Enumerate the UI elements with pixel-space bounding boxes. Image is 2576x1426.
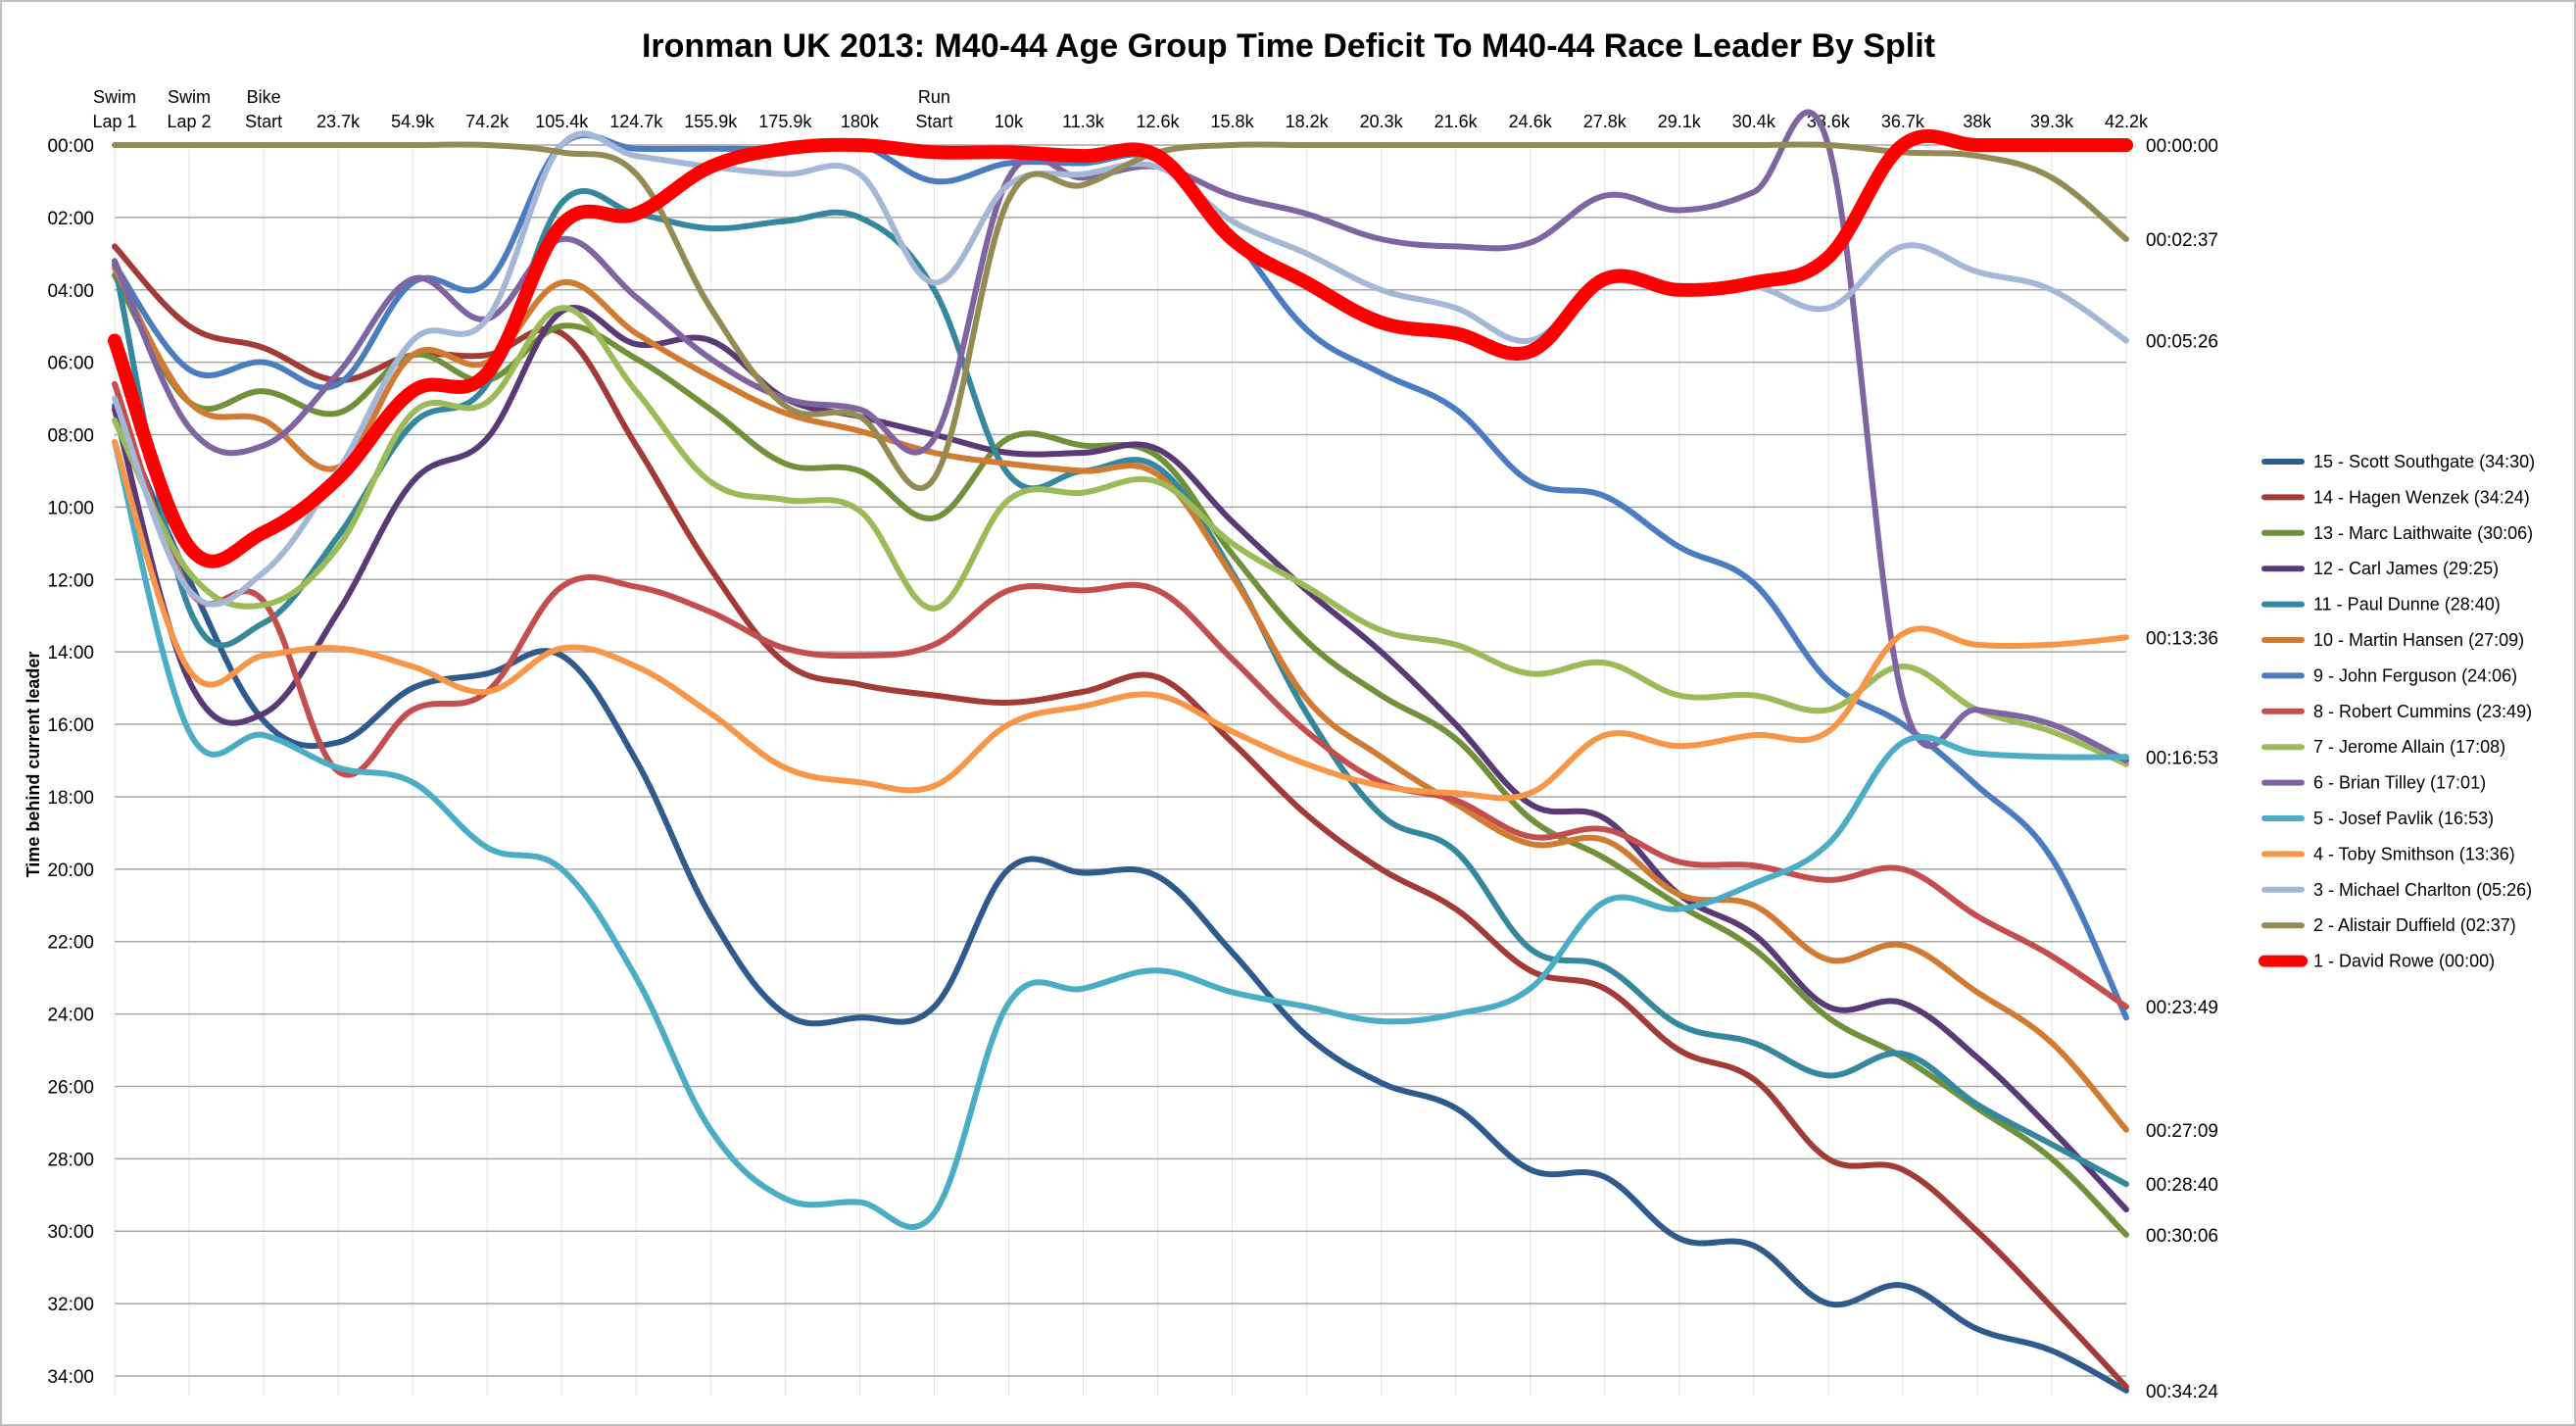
x-tick-label: 30.4k: [1732, 112, 1776, 131]
legend-entry: 6 - Brian Tilley (17:01): [2313, 773, 2486, 793]
y-tick-label: 02:00: [47, 209, 94, 229]
end-label: 00:28:40: [2146, 1175, 2218, 1196]
legend-entry: 8 - Robert Cummins (23:49): [2313, 702, 2532, 721]
series-line-15: [112, 403, 2129, 1394]
y-tick-label: 12:00: [47, 570, 94, 591]
axis-ticks: 00:00 02:00 04:00 06:00 08:00 10:00 12:00 14:00…: [47, 87, 2149, 1388]
legend-entry: 2 - Alistair Duffield (02:37): [2313, 915, 2516, 935]
x-tick-label: 54.9k: [391, 112, 435, 131]
y-tick-label: 20:00: [47, 861, 94, 881]
series-line-5: [112, 438, 2129, 1230]
legend-entry: 11 - Paul Dunne (28:40): [2313, 595, 2501, 615]
y-tick-label: 14:00: [47, 643, 94, 664]
x-tick-label: 175.9k: [758, 112, 812, 131]
x-tick-label: 29.1k: [1658, 112, 1702, 131]
end-label: 00:27:09: [2146, 1121, 2218, 1142]
y-tick-label: 30:00: [47, 1222, 94, 1243]
series-line-14: [112, 243, 2129, 1391]
x-tick-label: 11.3k: [1062, 112, 1105, 131]
y-tick-label: 24:00: [47, 1006, 94, 1026]
x-tick-label: Bike Start: [245, 87, 282, 131]
x-tick-label: 18.2k: [1286, 112, 1330, 131]
series-line-4: [112, 438, 2129, 802]
x-tick-label: 124.7k: [609, 112, 663, 131]
y-tick-label: 06:00: [47, 354, 94, 374]
y-tick-label: 04:00: [47, 281, 94, 302]
end-label: 00:23:49: [2146, 998, 2218, 1018]
x-tick-label: 39.3k: [2030, 112, 2074, 131]
legend-entry: 4 - Toby Smithson (13:36): [2313, 844, 2515, 863]
x-tick-label: 155.9k: [684, 112, 738, 131]
x-tick-label: Swim Lap 2: [168, 87, 212, 131]
end-label: 00:16:53: [2146, 748, 2218, 768]
x-tick-label: 23.7k: [316, 112, 361, 131]
y-tick-label: 32:00: [47, 1295, 94, 1315]
end-label: 00:30:06: [2146, 1226, 2218, 1247]
end-label: 00:00:00: [2146, 136, 2218, 157]
series-line-12: [112, 305, 2129, 1213]
legend-entry: 14 - Hagen Wenzek (34:24): [2313, 487, 2530, 507]
x-tick-label: 10k: [995, 112, 1024, 131]
x-tick-label: 15.8k: [1211, 112, 1255, 131]
x-tick-label: Run Start: [915, 87, 952, 131]
series-lines: [108, 109, 2133, 1394]
series-line-10: [112, 265, 2129, 1133]
end-label: 00:02:37: [2146, 230, 2218, 251]
x-tick-label: 38k: [1963, 112, 1992, 131]
y-tick-label: 00:00: [47, 136, 94, 157]
x-tick-label: 105.4k: [535, 112, 589, 131]
legend-entry: 7 - Jerome Allain (17:08): [2313, 737, 2505, 757]
legend-entry: 3 - Michael Charlton (05:26): [2313, 880, 2532, 900]
legend-entry: 10 - Martin Hansen (27:09): [2313, 630, 2524, 650]
legend-entry: 13 - Marc Laithwaite (30:06): [2313, 523, 2533, 543]
y-tick-label: 34:00: [47, 1367, 94, 1388]
y-tick-label: 22:00: [47, 933, 94, 954]
x-tick-label: 27.8k: [1583, 112, 1628, 131]
series-line-6: [112, 109, 2129, 763]
chart-title: Ironman UK 2013: M40-44 Age Group Time D…: [642, 27, 1935, 65]
series-line-8: [112, 380, 2129, 1010]
gridlines: [114, 144, 2127, 1396]
series-line-2: [112, 141, 2129, 491]
y-tick-label: 08:00: [47, 426, 94, 447]
series-line-11: [112, 187, 2129, 1188]
legend-entry: 9 - John Ferguson (24:06): [2313, 665, 2517, 685]
x-tick-label: 20.3k: [1360, 112, 1404, 131]
x-tick-label: 21.6k: [1434, 112, 1479, 131]
x-tick-label: 12.6k: [1136, 112, 1180, 131]
series-line-13: [112, 272, 2129, 1238]
y-tick-label: 18:00: [47, 788, 94, 809]
y-tick-label: 16:00: [47, 715, 94, 736]
y-tick-label: 26:00: [47, 1077, 94, 1098]
y-tick-label: 28:00: [47, 1150, 94, 1170]
x-tick-label: 180k: [841, 112, 880, 131]
x-tick-label: 42.2k: [2105, 112, 2149, 131]
legend-entry: 12 - Carl James (29:25): [2313, 559, 2499, 578]
series-line-3: [112, 130, 2129, 608]
series-line-1: [108, 128, 2133, 568]
end-label: 00:05:26: [2146, 331, 2218, 352]
x-tick-label: 24.6k: [1509, 112, 1553, 131]
x-tick-label: 74.2k: [465, 112, 510, 131]
legend-entry: 15 - Scott Southgate (34:30): [2313, 452, 2535, 471]
legend-entry: 1 - David Rowe (00:00): [2313, 952, 2495, 971]
legend: 15 - Scott Southgate (34:30) 14 - Hagen W…: [2259, 452, 2535, 971]
y-tick-label: 10:00: [47, 498, 94, 518]
end-label: 00:34:24: [2146, 1382, 2218, 1402]
end-labels: 00:34:24 00:30:06 00:28:40 00:27:09 00:23:49…: [2146, 136, 2218, 1402]
x-tick-label: Swim Lap 1: [92, 87, 136, 131]
series-line-7: [112, 305, 2129, 767]
y-axis-label: Time behind current leader: [24, 652, 43, 878]
end-label: 00:13:36: [2146, 628, 2218, 649]
x-tick-label: 36.7k: [1881, 112, 1925, 131]
legend-entry: 5 - Josef Pavlik (16:53): [2313, 809, 2494, 828]
